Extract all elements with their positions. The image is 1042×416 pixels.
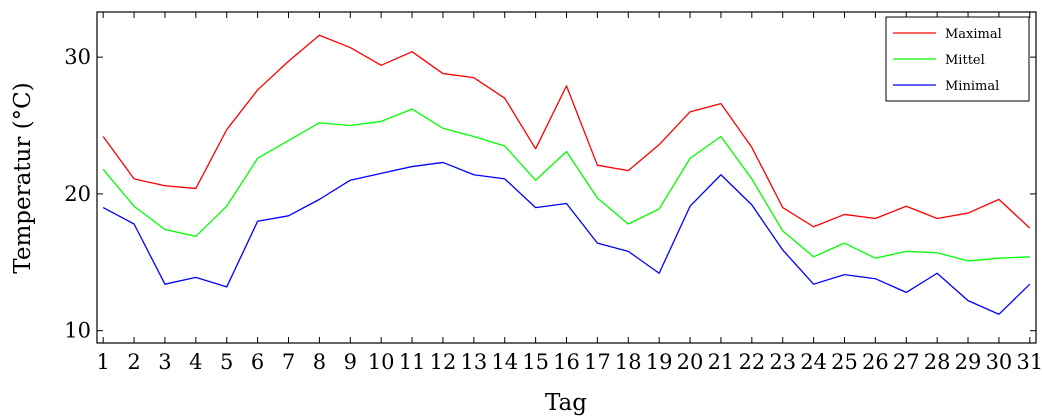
y-tick-label: 30 bbox=[64, 45, 91, 69]
x-tick-label: 12 bbox=[430, 350, 457, 374]
x-tick-label: 9 bbox=[344, 350, 357, 374]
y-axis-label: Temperatur (°C) bbox=[10, 82, 36, 273]
x-tick-label: 10 bbox=[368, 350, 395, 374]
legend: Maximal Mittel Minimal bbox=[885, 16, 1030, 102]
x-tick-label: 4 bbox=[189, 350, 202, 374]
x-tick-label: 2 bbox=[127, 350, 140, 374]
x-tick-label: 6 bbox=[251, 350, 264, 374]
x-tick-label: 23 bbox=[769, 350, 796, 374]
x-tick-label: 30 bbox=[986, 350, 1013, 374]
x-tick-label: 31 bbox=[1016, 350, 1042, 374]
x-tick-label: 7 bbox=[282, 350, 295, 374]
x-tick-label: 5 bbox=[220, 350, 233, 374]
x-tick-label: 28 bbox=[924, 350, 951, 374]
x-tick-label: 22 bbox=[738, 350, 765, 374]
x-tick-label: 18 bbox=[615, 350, 642, 374]
x-tick-label: 27 bbox=[893, 350, 920, 374]
x-tick-label: 14 bbox=[491, 350, 518, 374]
x-tick-label: 13 bbox=[460, 350, 487, 374]
y-axis: 10 20 30 bbox=[64, 45, 1036, 343]
x-tick-label: 8 bbox=[313, 350, 326, 374]
x-axis: 1 2 3 4 5 6 7 8 9 10 11 12 13 14 15 16 17 18 19 20 21 22 23 24 2… bbox=[96, 12, 1042, 374]
y-tick-label: 10 bbox=[64, 319, 91, 343]
y-tick-label: 20 bbox=[64, 182, 91, 206]
series-line-maximal bbox=[102, 34, 1031, 229]
series-line-minimal bbox=[102, 161, 1031, 315]
x-tick-label: 19 bbox=[646, 350, 673, 374]
series-line-mittel bbox=[102, 108, 1030, 262]
x-tick-label: 3 bbox=[158, 350, 171, 374]
x-tick-label: 21 bbox=[708, 350, 735, 374]
legend-label: Mittel bbox=[945, 53, 985, 68]
x-axis-label: Tag bbox=[545, 390, 587, 416]
x-tick-label: 20 bbox=[677, 350, 704, 374]
x-tick-label: 11 bbox=[399, 350, 426, 374]
legend-label: Maximal bbox=[945, 27, 1002, 42]
legend-label: Minimal bbox=[945, 79, 999, 94]
series-layer bbox=[102, 34, 1031, 315]
x-tick-label: 17 bbox=[584, 350, 611, 374]
x-tick-label: 29 bbox=[955, 350, 982, 374]
x-tick-label: 24 bbox=[800, 350, 827, 374]
x-tick-label: 25 bbox=[831, 350, 858, 374]
x-tick-label: 1 bbox=[96, 350, 109, 374]
x-tick-label: 16 bbox=[553, 350, 580, 374]
x-tick-label: 15 bbox=[522, 350, 549, 374]
x-tick-label: 26 bbox=[862, 350, 889, 374]
